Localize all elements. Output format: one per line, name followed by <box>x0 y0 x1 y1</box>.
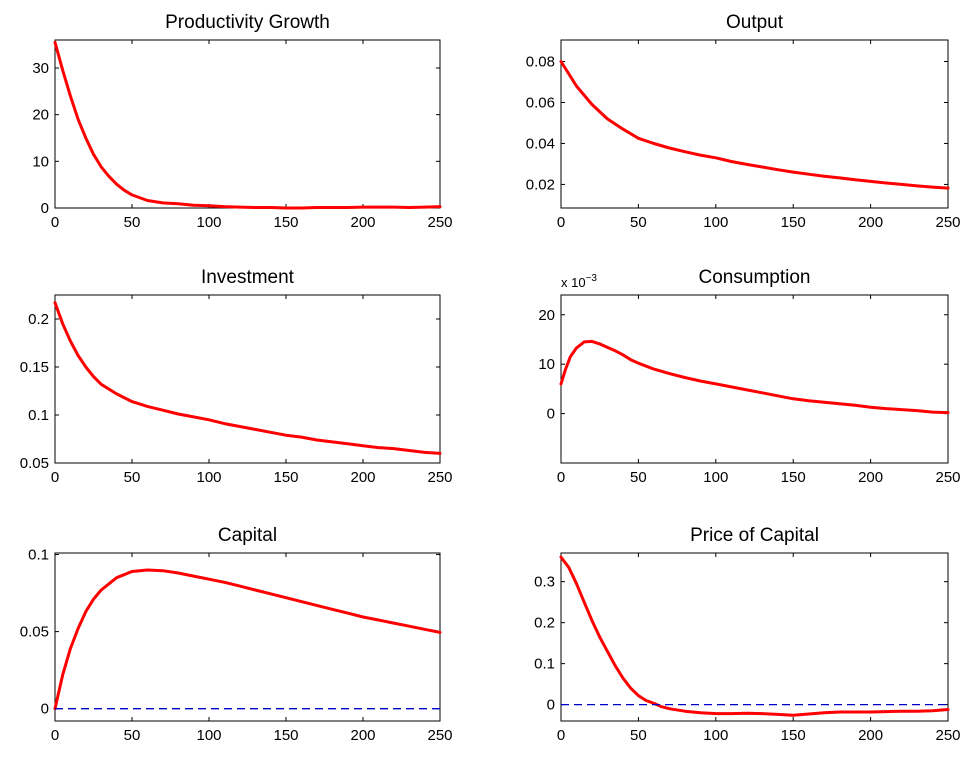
panel-title: Output <box>726 12 784 33</box>
y-tick-label: 0.3 <box>534 574 555 591</box>
x-tick-label: 200 <box>350 727 375 744</box>
response-line <box>559 555 950 717</box>
y-tick-label: 0 <box>41 701 49 718</box>
x-tick-label: 200 <box>858 469 883 486</box>
y-tick-label: 20 <box>538 307 555 324</box>
x-tick-label: 250 <box>935 214 960 231</box>
axes-box <box>560 39 949 209</box>
x-tick-label: 0 <box>51 469 59 486</box>
x-tick-label: 250 <box>427 469 452 486</box>
x-tick-label: 250 <box>427 214 452 231</box>
panel-title: Price of Capital <box>690 525 819 546</box>
x-tick-label: 150 <box>273 214 298 231</box>
exponent-base: x 10 <box>561 275 586 290</box>
y-tick-label: 0.05 <box>20 624 49 641</box>
x-tick-label: 0 <box>557 469 565 486</box>
x-tick-label: 100 <box>196 469 221 486</box>
axis-exponent-label: x 10−3 <box>561 273 597 290</box>
x-tick-label: 150 <box>781 214 806 231</box>
x-tick-label: 250 <box>935 727 960 744</box>
x-tick-label: 50 <box>630 469 647 486</box>
x-tick-label: 150 <box>273 469 298 486</box>
panel-4: 0 50 100 150 200 250 0 10 20 Consumption x 10−3 <box>538 267 960 486</box>
y-tick-label: 0.15 <box>20 359 49 376</box>
y-tick-label: 0 <box>547 697 555 714</box>
x-tick-label: 100 <box>703 469 728 486</box>
axes-box <box>54 39 441 209</box>
y-tick-label: 0.2 <box>534 615 555 632</box>
x-tick-label: 50 <box>630 214 647 231</box>
x-tick-label: 50 <box>124 214 141 231</box>
x-tick-label: 150 <box>781 727 806 744</box>
x-tick-label: 0 <box>51 214 59 231</box>
x-tick-label: 0 <box>557 214 565 231</box>
panel-3: 0 50 100 150 200 250 0.05 0.1 0.15 0.2 Investment <box>20 267 453 486</box>
x-tick-label: 50 <box>630 727 647 744</box>
y-tick-label: 0.06 <box>526 94 555 111</box>
panel-title: Consumption <box>699 267 811 288</box>
y-tick-label: 0 <box>547 406 555 423</box>
x-tick-label: 150 <box>781 469 806 486</box>
y-tick-label: 0.1 <box>28 407 49 424</box>
x-tick-label: 200 <box>858 727 883 744</box>
x-tick-label: 100 <box>196 727 221 744</box>
panel-title: Productivity Growth <box>165 12 330 33</box>
y-tick-label: 0.1 <box>28 547 49 564</box>
axes-box <box>54 294 441 464</box>
panel-title: Investment <box>201 267 295 288</box>
exponent-power: −3 <box>586 273 598 284</box>
x-tick-label: 200 <box>350 214 375 231</box>
y-tick-label: 0 <box>41 200 49 217</box>
axes-box <box>560 294 949 464</box>
y-tick-label: 20 <box>32 107 49 124</box>
response-line <box>559 339 950 415</box>
y-tick-label: 0.1 <box>534 656 555 673</box>
x-tick-label: 200 <box>858 214 883 231</box>
y-tick-label: 0.04 <box>526 135 555 152</box>
y-tick-label: 30 <box>32 60 49 77</box>
panel-1: 0 50 100 150 200 250 0 10 20 30 Productivity Growt… <box>32 12 452 231</box>
x-tick-label: 100 <box>703 214 728 231</box>
response-line <box>53 301 442 455</box>
x-tick-label: 150 <box>273 727 298 744</box>
x-tick-label: 200 <box>350 469 375 486</box>
y-tick-label: 10 <box>32 153 49 170</box>
y-tick-label: 10 <box>538 356 555 373</box>
panel-title: Capital <box>218 525 277 546</box>
x-tick-label: 50 <box>124 469 141 486</box>
x-tick-label: 0 <box>557 727 565 744</box>
x-tick-label: 250 <box>427 727 452 744</box>
y-tick-label: 0.2 <box>28 311 49 328</box>
response-line <box>53 40 442 210</box>
panel-2: 0 50 100 150 200 250 0.02 0.04 0.06 0.08 Output <box>526 12 961 231</box>
y-tick-label: 0.02 <box>526 176 555 193</box>
y-tick-label: 0.08 <box>526 54 555 71</box>
x-tick-label: 0 <box>51 727 59 744</box>
axes-box <box>54 552 441 722</box>
axes-box <box>560 552 949 722</box>
x-tick-label: 100 <box>196 214 221 231</box>
x-tick-label: 100 <box>703 727 728 744</box>
response-line <box>559 60 950 190</box>
panel-5: 0 50 100 150 200 250 0 0.05 0.1 Capital <box>20 525 453 744</box>
panel-6: 0 50 100 150 200 250 0 0.1 0.2 0.3 Price of Capita… <box>534 525 960 744</box>
x-tick-label: 50 <box>124 727 141 744</box>
x-tick-label: 250 <box>935 469 960 486</box>
response-line <box>53 568 442 711</box>
y-tick-label: 0.05 <box>20 455 49 472</box>
